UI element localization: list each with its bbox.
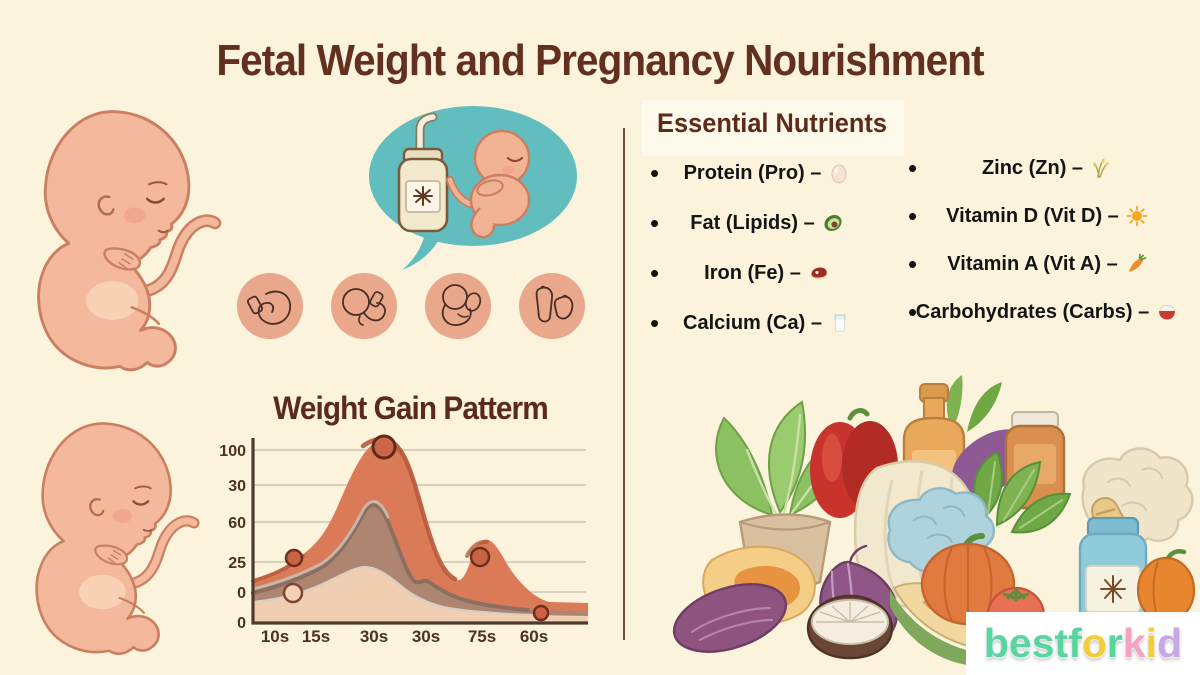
logo-letter: e xyxy=(1008,620,1032,666)
coconut-half xyxy=(806,594,894,660)
nutrient-label: Protein (Pro) – xyxy=(683,161,822,184)
nutrient-item-calcium: • Calcium (Ca) – xyxy=(638,298,896,348)
rice-sheaf-icon xyxy=(1093,158,1109,178)
avocado-icon xyxy=(824,214,842,232)
fetal-stage-1-icon xyxy=(237,273,303,339)
nutrient-label: Vitamin A (Vit A) – xyxy=(947,252,1118,275)
meat-icon xyxy=(810,267,828,279)
spinach xyxy=(973,450,1072,534)
fetal-stage-2-icon xyxy=(331,273,397,339)
nutrient-label: Calcium (Ca) – xyxy=(683,311,822,334)
nutrient-item-fat: • Fat (Lipids) – xyxy=(638,198,896,248)
page-title: Fetal Weight and Pregnancy Nourishment xyxy=(216,36,984,85)
chart-marker xyxy=(284,548,304,568)
chart-marker xyxy=(469,546,491,568)
bullet-dot: • xyxy=(650,258,660,288)
x-tick: 15s xyxy=(302,627,330,646)
purple-sweet-potato xyxy=(672,583,788,653)
y-tick: 30 xyxy=(228,478,246,495)
y-tick: 100 xyxy=(219,443,246,460)
supplement-bottle xyxy=(1078,516,1148,636)
nutrient-item-vitamin-a: • Vitamin A (Vit A) – xyxy=(896,240,1198,288)
nutrient-item-protein: • Protein (Pro) – xyxy=(638,148,896,198)
nutrient-item-vitamin-d: • Vitamin D (Vit D) – xyxy=(896,192,1198,240)
x-tick: 30s xyxy=(360,627,388,646)
chart-marker-light xyxy=(282,582,304,604)
logo-letter: b xyxy=(983,620,1009,666)
nutrients-right-column: • Zinc (Zn) – • Vitamin D (Vit D) – xyxy=(896,144,1198,336)
fetal-stage-3-icon xyxy=(425,273,491,339)
nutrient-item-carbs: • Carbohydrates (Carbs) – xyxy=(896,288,1198,336)
bullet-dot: • xyxy=(908,201,918,231)
y-tick: 0 xyxy=(237,585,246,602)
logo-letter: i xyxy=(1145,620,1158,666)
x-tick: 75s xyxy=(468,627,496,646)
bullet-dot: • xyxy=(908,297,918,327)
chart-title: Weight Gain Patterm xyxy=(273,390,548,426)
x-tick: 60s xyxy=(520,627,548,646)
milk-glass-icon xyxy=(834,314,846,332)
logo-letter: k xyxy=(1122,620,1146,666)
nutrient-label: Zinc (Zn) – xyxy=(981,156,1084,179)
bullet-dot: • xyxy=(908,249,918,279)
bullet-dot: • xyxy=(650,208,660,238)
fetus-illustration-small xyxy=(35,422,200,656)
x-tick: 10s xyxy=(261,627,289,646)
nutrient-item-iron: • Iron (Fe) – xyxy=(638,248,896,298)
chart-marker xyxy=(532,604,550,622)
nutrient-label: Vitamin D (Vit D) – xyxy=(946,204,1119,227)
fetal-stages-row xyxy=(236,272,586,340)
y-tick: 60 xyxy=(228,515,246,532)
logo-letter: r xyxy=(1106,620,1123,666)
egg-icon xyxy=(831,164,847,184)
bullet-dot: • xyxy=(650,158,660,188)
y-tick: 25 xyxy=(228,555,246,572)
nutrients-left-column: • Protein (Pro) – • Fat (Lipids) – xyxy=(638,148,896,348)
nutrients-heading-panel xyxy=(642,100,904,156)
fetus-illustration-large xyxy=(37,110,222,372)
healthy-foods-illustration xyxy=(672,375,1197,666)
nutrient-label: Fat (Lipids) – xyxy=(690,211,815,234)
fetal-stage-4-icon xyxy=(519,273,585,339)
logo-letter: o xyxy=(1081,620,1107,666)
nutrient-item-zinc: • Zinc (Zn) – xyxy=(896,144,1198,192)
weight-gain-chart: 100 30 60 25 0 0 10s 15s 30s 30s 75s 60s xyxy=(219,434,588,646)
logo-letter: d xyxy=(1157,620,1183,666)
y-tick: 0 xyxy=(237,615,246,632)
rice-bowl-icon xyxy=(1159,305,1176,320)
nutrient-label: Carbohydrates (Carbs) – xyxy=(915,300,1150,323)
nutrient-label: Iron (Fe) – xyxy=(704,261,801,284)
speech-bubble-illustration xyxy=(369,106,577,270)
x-tick: 30s xyxy=(412,627,440,646)
sun-icon xyxy=(1126,205,1148,227)
section-divider xyxy=(623,128,625,640)
logo-letter: f xyxy=(1068,620,1082,666)
nutrients-heading: Essential Nutrients xyxy=(657,108,887,138)
carrot-icon xyxy=(1128,253,1147,272)
bestforkid-logo: b e s t f o r k i d xyxy=(966,612,1200,675)
logo-letter: t xyxy=(1054,620,1069,666)
bullet-dot: • xyxy=(908,153,918,183)
logo-letter: s xyxy=(1031,620,1055,666)
bullet-dot: • xyxy=(650,308,660,338)
chart-marker-peak xyxy=(371,434,397,460)
